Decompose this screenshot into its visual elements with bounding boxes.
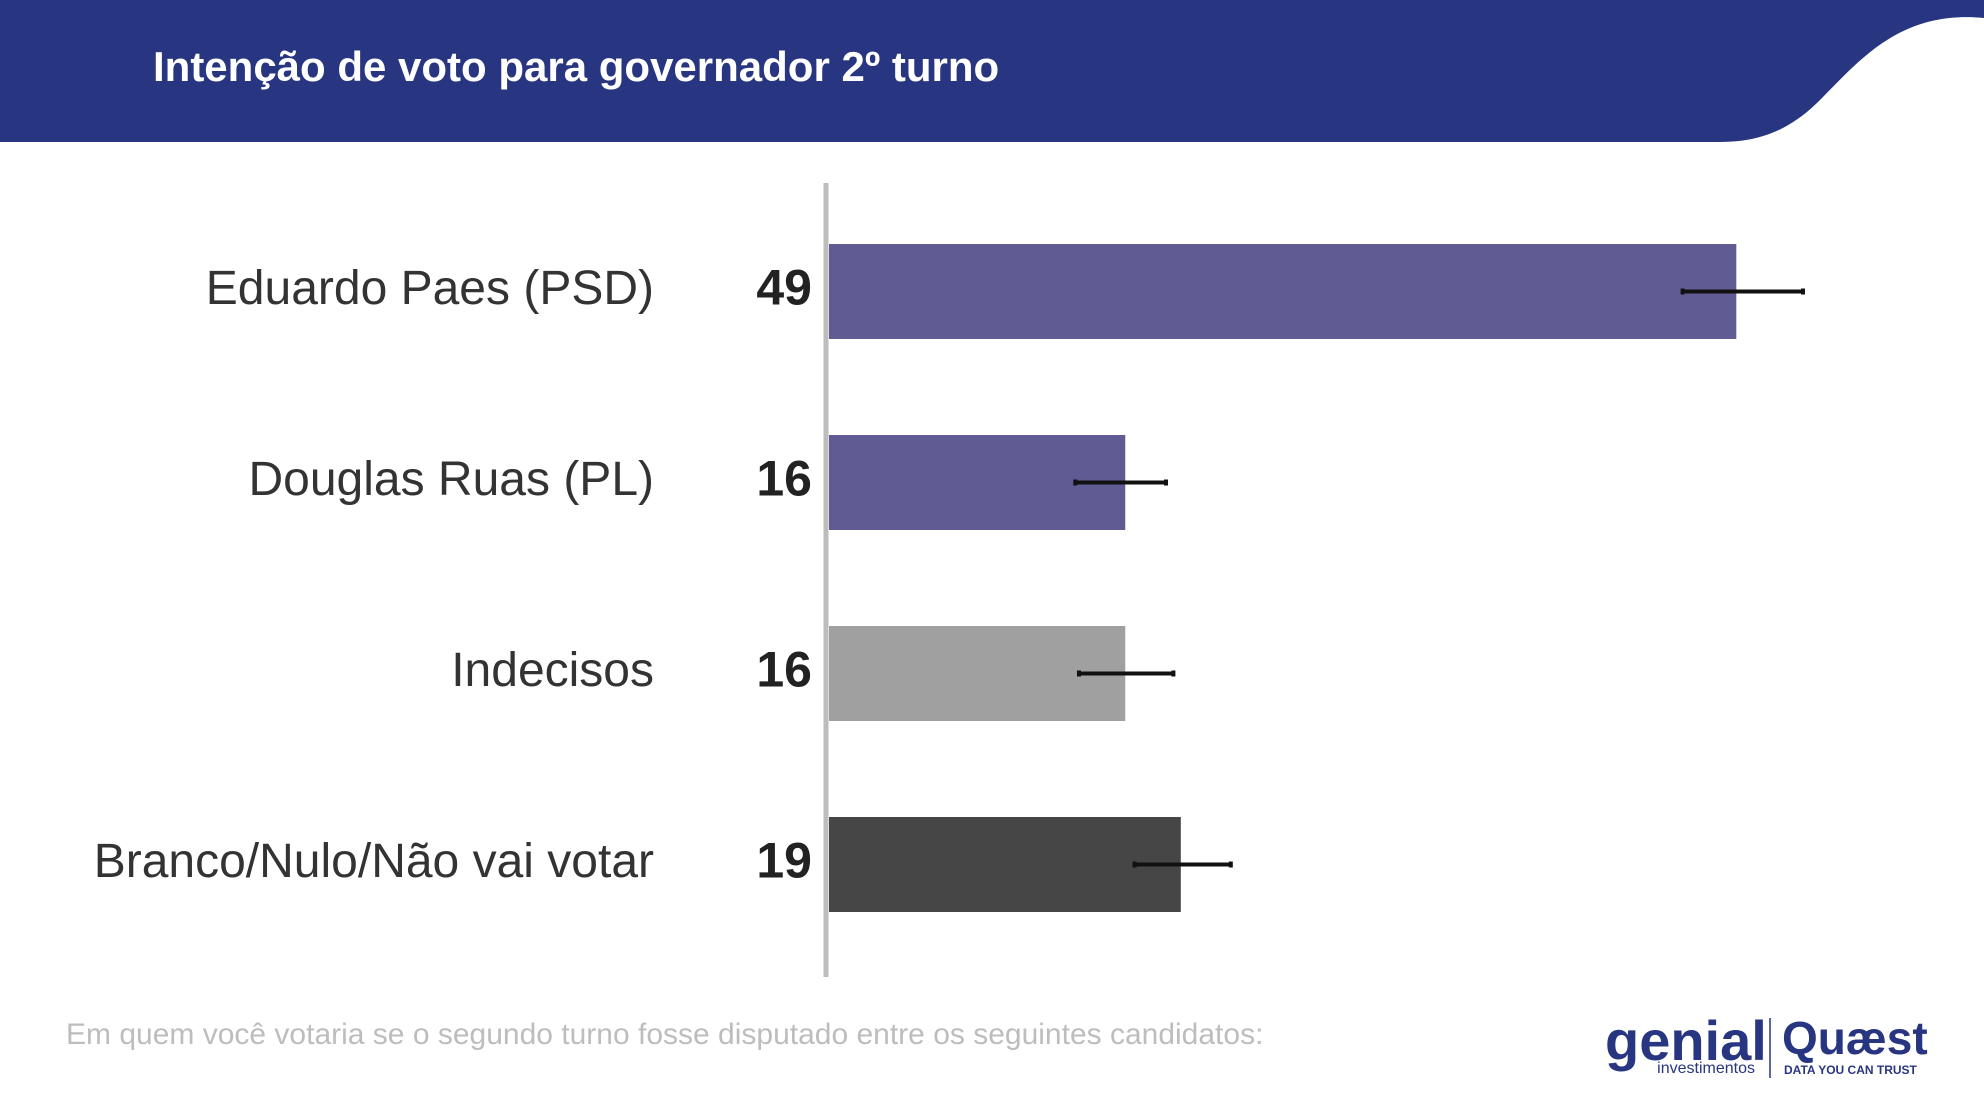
value-label: 16: [756, 451, 812, 507]
partner-sub: investimentos: [1657, 1060, 1755, 1077]
value-label: 16: [756, 642, 812, 698]
footnote: Em quem você votaria se o segundo turno …: [66, 1018, 1263, 1051]
header-band: [0, 0, 1984, 142]
partner-logo: genial: [1605, 1009, 1767, 1072]
category-label: Douglas Ruas (PL): [248, 453, 654, 506]
chart-title: Intenção de voto para governador 2º turn…: [153, 43, 999, 90]
category-label: Indecisos: [451, 644, 654, 697]
value-label: 19: [756, 833, 812, 889]
value-label: 49: [756, 260, 812, 316]
brand-sub: DATA YOU CAN TRUST: [1784, 1063, 1918, 1077]
bar: [829, 244, 1737, 339]
bar: [829, 626, 1126, 721]
category-label: Branco/Nulo/Não vai votar: [94, 835, 654, 888]
category-label: Eduardo Paes (PSD): [206, 262, 654, 315]
bar: [829, 817, 1181, 912]
brand-logo: Quæst: [1782, 1012, 1928, 1064]
